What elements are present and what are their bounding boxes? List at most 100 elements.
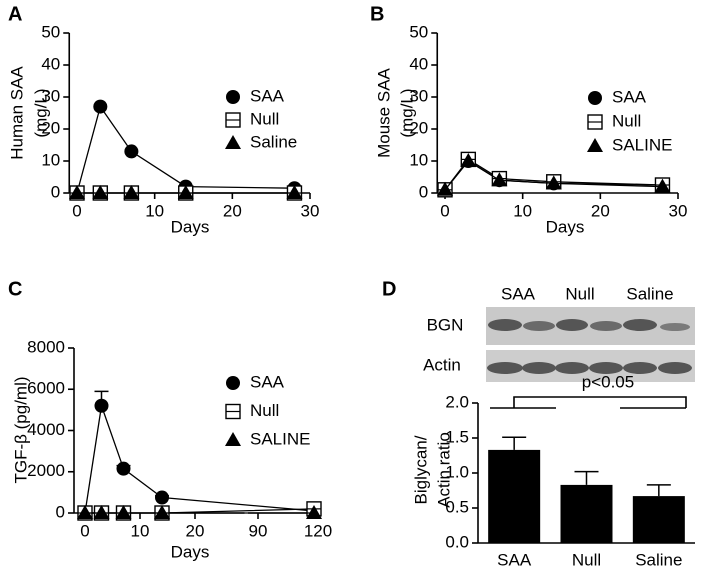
x-tick-label: 0 <box>72 201 81 220</box>
marker <box>154 505 170 519</box>
legend-label: Null <box>612 111 641 130</box>
y-tick-label: 1.0 <box>445 462 469 481</box>
panel-label: B <box>370 3 384 25</box>
western-blot <box>486 307 695 382</box>
legend-label: Null <box>250 401 279 420</box>
blot-column-label: Null <box>565 284 594 303</box>
marker <box>116 461 131 476</box>
marker <box>654 178 671 193</box>
x-tick-label: 0 <box>80 521 89 540</box>
annotation: p<0.05 <box>582 372 634 391</box>
bar <box>488 449 541 543</box>
marker <box>460 153 477 167</box>
bar <box>560 484 613 543</box>
y-tick-label: 2000 <box>27 461 65 480</box>
y-tick-label: 8000 <box>27 337 65 356</box>
series-line <box>84 405 315 514</box>
y-tick-label: 10 <box>41 150 60 169</box>
y-tick-label: 20 <box>41 118 60 137</box>
blot-row-label: BGN <box>427 315 464 334</box>
panel-label: C <box>8 278 22 300</box>
x-tick-label: 20 <box>186 521 205 540</box>
marker <box>93 99 108 114</box>
legend-marker <box>225 135 241 149</box>
x-tick-label: 0 <box>440 201 449 220</box>
y-axis-label: Actin ratio <box>434 432 453 508</box>
marker <box>69 185 86 199</box>
y-axis-label: (mg/L) <box>397 88 416 137</box>
legend-label: Saline <box>250 132 297 151</box>
y-tick-label: 0 <box>56 502 65 521</box>
legend-label: SAA <box>612 87 647 106</box>
x-tick-label: 120 <box>304 521 332 540</box>
x-axis-label: Days <box>546 217 585 236</box>
series <box>78 390 321 520</box>
error-bar <box>574 470 599 485</box>
x-tick-label: 10 <box>131 521 150 540</box>
y-tick-label: 2.0 <box>445 392 469 411</box>
y-tick-label: 1.5 <box>445 427 469 446</box>
x-tick-label: SAA <box>497 550 532 569</box>
blot-bands <box>487 319 692 374</box>
marker <box>545 175 562 190</box>
y-tick-label: 4000 <box>27 420 65 439</box>
x-tick-label: Null <box>572 550 601 569</box>
series <box>437 153 671 196</box>
x-axis-label: Days <box>171 542 210 561</box>
blot-row-label: Actin <box>423 355 461 374</box>
y-tick-label: 30 <box>409 86 428 105</box>
x-tick-label: 20 <box>591 201 610 220</box>
legend-label: SAA <box>250 86 285 105</box>
legend-marker <box>226 90 240 104</box>
y-tick-label: 50 <box>41 22 60 41</box>
legend-label: Null <box>250 109 279 128</box>
x-tick-label: 90 <box>249 521 268 540</box>
legend-label: SALINE <box>250 429 310 448</box>
y-tick-label: 40 <box>41 54 60 73</box>
marker <box>124 144 139 159</box>
significance-bracket <box>490 396 687 409</box>
marker <box>77 505 93 519</box>
panel-label: A <box>8 3 22 25</box>
marker <box>437 181 454 196</box>
series <box>69 185 303 199</box>
y-tick-label: 0.0 <box>445 532 469 551</box>
panel-label: D <box>382 278 396 300</box>
y-tick-label: 0 <box>51 182 60 201</box>
series <box>77 505 322 519</box>
legend-marker <box>225 432 241 446</box>
legend-label: SALINE <box>612 135 672 154</box>
legend-marker <box>588 91 602 105</box>
marker <box>306 505 322 519</box>
x-tick-label: 30 <box>669 201 688 220</box>
legend-marker <box>226 376 240 390</box>
y-axis-label: TGF-β (pg/ml) <box>11 376 30 483</box>
marker <box>491 172 508 187</box>
x-tick-label: 10 <box>145 201 164 220</box>
y-tick-label: 50 <box>409 22 428 41</box>
x-tick-label: 10 <box>513 201 532 220</box>
x-axis-label: Days <box>171 217 210 236</box>
marker <box>94 398 109 413</box>
y-axis-label: Human SAA <box>7 66 26 160</box>
blot-column-label: SAA <box>501 284 536 303</box>
legend-marker <box>587 138 603 152</box>
marker <box>286 185 303 199</box>
y-tick-label: 30 <box>41 86 60 105</box>
series <box>77 501 322 521</box>
y-axis-label: Biglycan/ <box>411 435 430 504</box>
marker <box>92 185 109 199</box>
marker <box>155 490 169 505</box>
error-bar <box>502 436 527 450</box>
blot-column-label: Saline <box>626 284 673 303</box>
x-tick-label: 20 <box>223 201 242 220</box>
marker <box>93 505 110 519</box>
bar <box>632 496 685 543</box>
y-tick-label: 6000 <box>27 379 65 398</box>
y-axis-label: (mg/L) <box>31 88 50 137</box>
y-tick-label: 40 <box>409 54 428 73</box>
error-bar <box>646 484 671 497</box>
marker <box>115 505 132 519</box>
marker <box>177 185 194 199</box>
